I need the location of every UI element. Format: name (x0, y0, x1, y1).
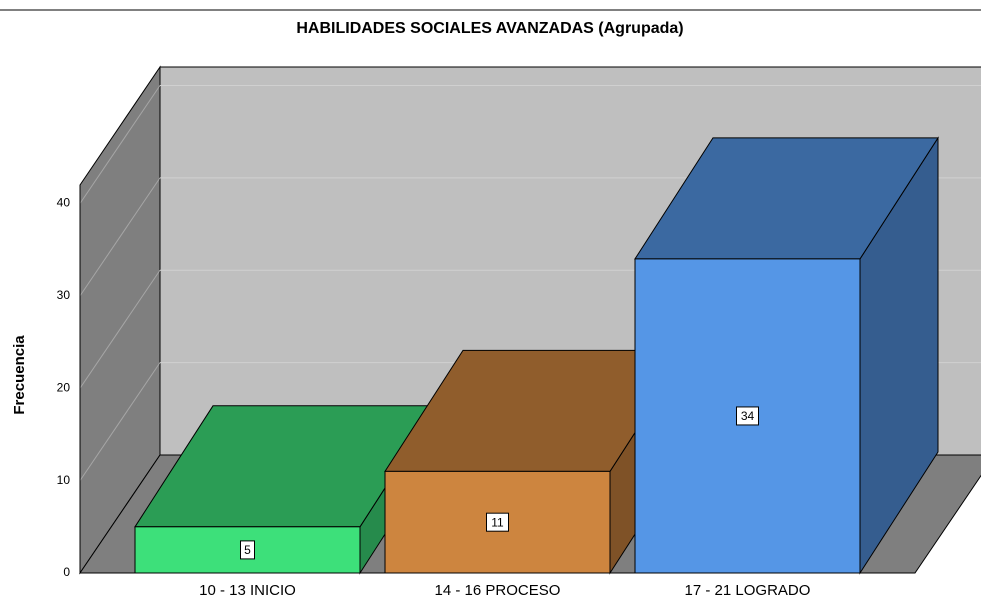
x-tick-label: 14 - 16 PROCESO (435, 582, 561, 599)
y-axis-label: Frecuencia (11, 335, 28, 415)
y-tick-label: 0 (63, 565, 70, 579)
data-label-box (736, 406, 759, 426)
data-label-box (240, 540, 255, 560)
y-tick-label: 40 (57, 196, 71, 210)
data-label: 5 (244, 543, 251, 557)
data-label-box (486, 512, 509, 532)
chart-title: HABILIDADES SOCIALES AVANZADAS (Agrupada… (296, 20, 683, 37)
y-tick-label: 30 (57, 288, 71, 302)
data-label: 11 (491, 515, 504, 529)
grid-line (79, 269, 161, 389)
grid-line (79, 177, 161, 297)
grid-line (79, 362, 161, 481)
y-tick-label: 10 (57, 473, 71, 487)
grid-line (79, 85, 161, 204)
data-label: 34 (741, 409, 755, 423)
x-tick-label: 10 - 13 INICIO (199, 582, 296, 599)
y-tick-label: 20 (57, 380, 71, 394)
x-tick-label: 17 - 21 LOGRADO (685, 582, 811, 599)
